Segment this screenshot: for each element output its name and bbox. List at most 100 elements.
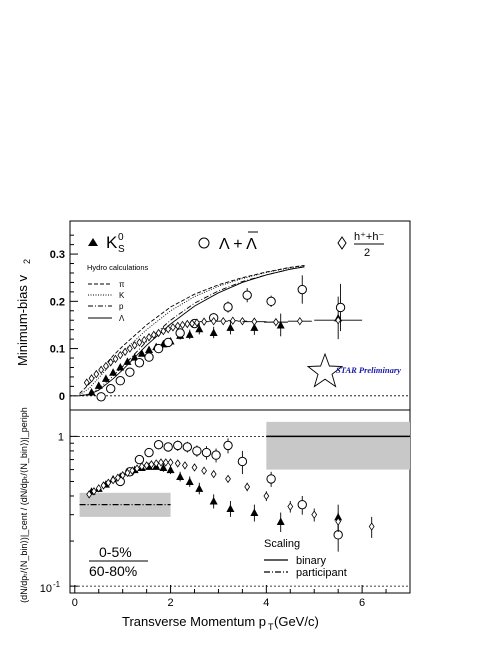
top-y-tick-label: 0.3 xyxy=(50,249,65,261)
lambda-rcp-point xyxy=(163,442,173,452)
hadron-v2-point xyxy=(273,317,279,327)
lambda-v2-point xyxy=(175,328,185,338)
hadron-rcp-point xyxy=(263,491,270,501)
k0s-rcp-point xyxy=(276,517,285,526)
hadron-rcp-point xyxy=(143,461,150,470)
x-axis-label-unit: (GeV/c) xyxy=(274,614,319,629)
lambda-v2-point xyxy=(125,367,135,377)
hadron-rcp-point xyxy=(182,461,188,470)
k0s-rcp-point xyxy=(195,484,204,492)
hadron-rcp-point xyxy=(162,458,169,467)
x-tick-label: 0 xyxy=(72,597,78,609)
hadron-rcp-point xyxy=(119,471,126,480)
k0s-v2-point xyxy=(195,324,204,333)
hydro-curve xyxy=(79,265,305,396)
lambda-v2-point xyxy=(223,302,233,312)
legend: K S 0 Λ + Λ h⁺+h⁻ 2 xyxy=(88,231,384,259)
scaling-legend-title: Scaling xyxy=(264,538,300,550)
hadron-v2-point xyxy=(201,317,207,326)
hydro-legend-label-k: K xyxy=(119,291,125,300)
hadron-v2-point xyxy=(239,316,246,326)
legend-label-k0s-sub: S xyxy=(118,244,125,255)
hadron-rcp-point xyxy=(138,462,145,471)
x-tick-label: 4 xyxy=(263,597,269,609)
hadron-rcp-point xyxy=(201,466,207,475)
hadron-v2-point xyxy=(155,328,162,338)
legend-label-hadron-den: 2 xyxy=(364,247,370,259)
lambda-rcp-point xyxy=(192,446,202,456)
hadron-rcp-point xyxy=(287,502,294,511)
legend-label-hadron-num: h⁺+h⁻ xyxy=(354,231,384,243)
x-axis-label-text: Transverse Momentum p xyxy=(122,614,266,629)
k0s-v2-point xyxy=(145,345,154,354)
k0s-v2-point xyxy=(94,381,103,389)
hadron-v2-point xyxy=(184,319,191,329)
x-tick-label: 2 xyxy=(168,597,174,609)
hadron-v2-point xyxy=(251,317,258,326)
lambda-v2-point xyxy=(96,392,106,402)
hadron-rcp-point xyxy=(91,487,97,496)
bottom-y-label: (dN/dpₜ/⟨N_bin⟩)|_cent / (dN/dpₜ/⟨N_bin⟩… xyxy=(19,407,29,603)
k0s-v2-point xyxy=(209,328,218,337)
lambda-rcp-point xyxy=(153,439,164,450)
k0s-v2-point xyxy=(185,330,194,338)
x-axis-label: Transverse Momentum p T (GeV/c) xyxy=(122,614,319,632)
scaling-legend-label-binary: binary xyxy=(296,555,326,567)
top-y-label-sub: 2 xyxy=(22,259,32,264)
k0s-v2-point xyxy=(101,374,110,382)
bottom-y-tick-label: 1 xyxy=(58,431,64,443)
k0s-rcp-point xyxy=(159,463,168,471)
bottom-data-marks xyxy=(86,438,375,552)
lambda-rcp-point xyxy=(223,440,233,451)
hadron-rcp-point xyxy=(105,478,112,487)
centrality-denominator: 60-80% xyxy=(89,563,137,579)
bottom-plot-frame xyxy=(69,409,411,594)
bottom-y-tick-label: 10 xyxy=(40,583,52,595)
lambda-v2-point xyxy=(335,302,346,313)
star-preliminary-logo: STAR Preliminary xyxy=(306,352,401,388)
bottom-y-tick-exponent: -1 xyxy=(53,580,61,589)
star-icon xyxy=(306,352,344,388)
hydro-legend-title: Hydro calculations xyxy=(87,263,149,272)
hydro-curves xyxy=(79,264,305,397)
hydro-legend-label-lambda: Λ xyxy=(119,314,125,323)
lambda-rcp-point xyxy=(201,447,212,458)
top-data-marks xyxy=(83,275,363,402)
hadron-rcp-point xyxy=(158,458,164,467)
hadron-rcp-point xyxy=(134,464,140,473)
hadron-v2-point xyxy=(126,344,133,353)
hadron-v2-point xyxy=(210,316,217,326)
hadron-v2-point xyxy=(93,369,100,379)
centrality-ratio-label: 0-5% 60-80% xyxy=(89,544,148,579)
hadron-v2-point xyxy=(107,358,114,367)
top-panel: 0 0.1 0.2 0.3 K S 0 Λ + Λ h⁺+h⁻ 2 Hydro cal… xyxy=(15,220,411,411)
hadron-rcp-point xyxy=(124,468,131,478)
hadron-v2-point xyxy=(117,350,124,360)
lambda-rcp-point xyxy=(211,450,221,460)
top-y-axis: 0 0.1 0.2 0.3 xyxy=(50,234,410,403)
x-axis-label-sub: T xyxy=(268,622,274,632)
k0s-v2-point xyxy=(87,388,96,396)
lambda-rcp-point xyxy=(134,454,145,465)
hadron-rcp-point xyxy=(311,510,318,519)
lambda-v2-point xyxy=(134,358,145,368)
hadron-rcp-point xyxy=(95,484,102,493)
hadron-v2-point xyxy=(160,326,167,336)
hydro-legend: Hydro calculations π K p Λ xyxy=(87,263,149,323)
k0s-v2-point xyxy=(250,323,259,331)
top-y-tick-label: 0.1 xyxy=(50,344,65,356)
hadron-rcp-point xyxy=(129,466,136,475)
hadron-v2-point xyxy=(150,330,157,340)
x-tick-label: 6 xyxy=(359,597,365,609)
k0s-v2-point xyxy=(137,349,146,357)
lambda-rcp-point xyxy=(297,499,307,510)
k0s-rcp-point xyxy=(209,497,218,505)
hadron-rcp-point xyxy=(148,460,155,469)
hadron-v2-point xyxy=(146,333,152,342)
lambda-v2-point xyxy=(115,376,125,386)
hydro-legend-label-p: p xyxy=(119,302,124,311)
k0s-rcp-point xyxy=(176,472,185,480)
hadron-rcp-point xyxy=(115,473,121,482)
lambda-v2-point xyxy=(266,296,276,307)
centrality-numerator: 0-5% xyxy=(99,544,132,560)
